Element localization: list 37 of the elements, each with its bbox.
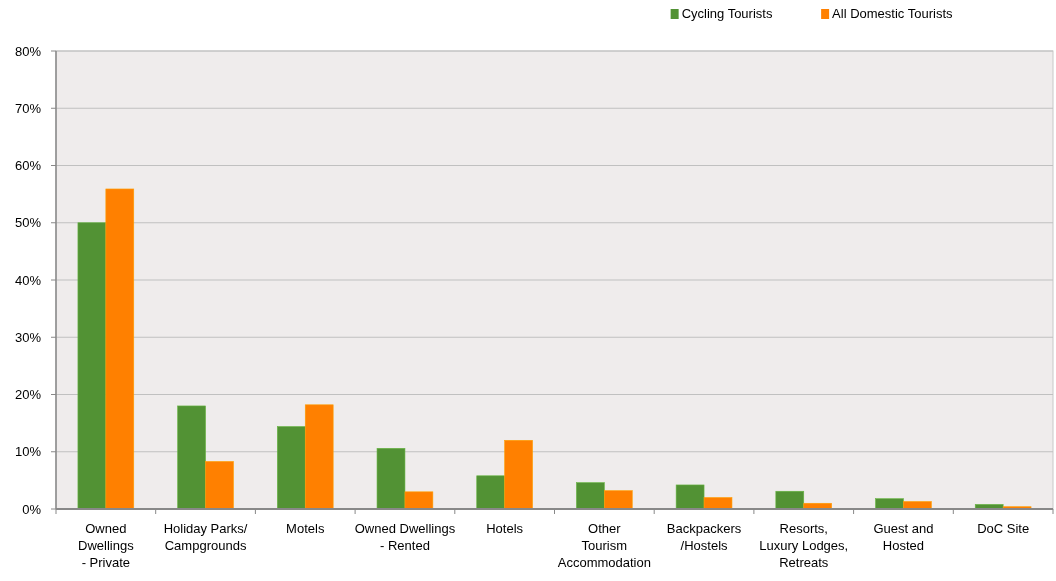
y-tick-label: 80% — [14, 43, 42, 59]
x-tick-label: Backpackers /Hostels — [666, 521, 742, 553]
y-tick-label: 10% — [14, 444, 42, 460]
bar — [277, 426, 306, 510]
bar — [404, 491, 434, 510]
y-tick-label: 70% — [14, 100, 42, 116]
bar — [304, 404, 334, 510]
y-tick-label: 50% — [14, 215, 42, 231]
bar — [77, 222, 107, 510]
bar — [105, 188, 135, 510]
x-tick-label: Hotels — [486, 521, 524, 536]
x-tick-label: DoC Site — [977, 521, 1030, 536]
bar — [703, 497, 733, 510]
bar — [675, 484, 705, 510]
legend-label: Cycling Tourists — [681, 6, 773, 21]
bar — [177, 405, 206, 510]
x-tick-label: Other Tourism Accommodation — [557, 521, 651, 570]
bar — [875, 498, 904, 510]
x-tick-label: Owned Dwellings - Rented — [354, 521, 456, 553]
x-tick-label: Resorts, Luxury Lodges, Retreats — [759, 521, 849, 570]
bar — [775, 490, 805, 510]
bar — [576, 482, 605, 510]
bar — [205, 461, 234, 510]
y-tick-label: 60% — [14, 158, 42, 174]
bar — [604, 490, 633, 510]
x-tick-label: Holiday Parks/ Campgrounds — [163, 521, 248, 553]
y-tick-label: 40% — [14, 272, 42, 288]
x-tick-label: Owned Dwellings - Private — [78, 521, 135, 570]
y-tick-label: 20% — [14, 387, 42, 403]
y-tick-label: 30% — [14, 329, 42, 345]
bar — [476, 475, 505, 510]
x-tick-label: Guest and Hosted — [873, 521, 934, 553]
legend-label: All Domestic Tourists — [832, 6, 954, 21]
bar — [376, 448, 406, 510]
bar — [504, 440, 533, 510]
y-tick-label: 0% — [22, 501, 42, 517]
x-tick-label: Motels — [286, 521, 325, 536]
